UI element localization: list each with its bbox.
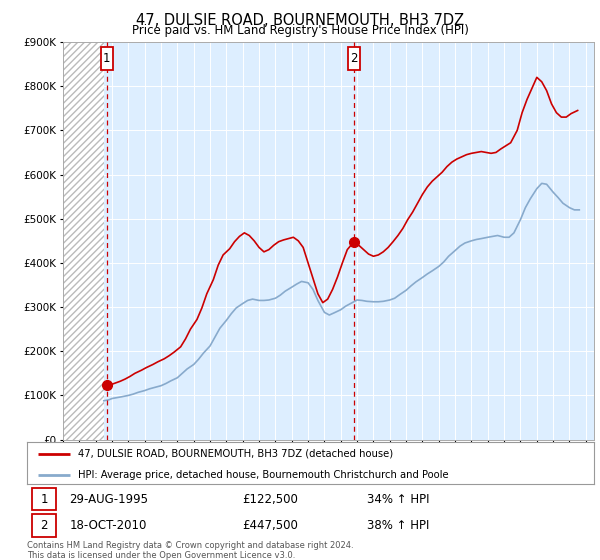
Text: 1: 1	[40, 493, 48, 506]
FancyBboxPatch shape	[101, 47, 113, 70]
Text: 47, DULSIE ROAD, BOURNEMOUTH, BH3 7DZ: 47, DULSIE ROAD, BOURNEMOUTH, BH3 7DZ	[136, 13, 464, 28]
Text: 18-OCT-2010: 18-OCT-2010	[70, 519, 147, 532]
Text: £447,500: £447,500	[242, 519, 298, 532]
Text: 47, DULSIE ROAD, BOURNEMOUTH, BH3 7DZ (detached house): 47, DULSIE ROAD, BOURNEMOUTH, BH3 7DZ (d…	[78, 449, 393, 459]
FancyBboxPatch shape	[348, 47, 360, 70]
Text: 2: 2	[350, 52, 358, 66]
Text: Price paid vs. HM Land Registry's House Price Index (HPI): Price paid vs. HM Land Registry's House …	[131, 24, 469, 37]
Bar	[63, 42, 104, 440]
Text: 2: 2	[40, 519, 48, 532]
FancyBboxPatch shape	[32, 515, 56, 536]
Text: 1: 1	[103, 52, 110, 66]
FancyBboxPatch shape	[32, 488, 56, 510]
Text: Contains HM Land Registry data © Crown copyright and database right 2024.
This d: Contains HM Land Registry data © Crown c…	[27, 541, 353, 560]
Text: £122,500: £122,500	[242, 493, 298, 506]
Text: 34% ↑ HPI: 34% ↑ HPI	[367, 493, 430, 506]
Text: 38% ↑ HPI: 38% ↑ HPI	[367, 519, 430, 532]
Text: HPI: Average price, detached house, Bournemouth Christchurch and Poole: HPI: Average price, detached house, Bour…	[78, 470, 449, 480]
Text: 29-AUG-1995: 29-AUG-1995	[70, 493, 149, 506]
